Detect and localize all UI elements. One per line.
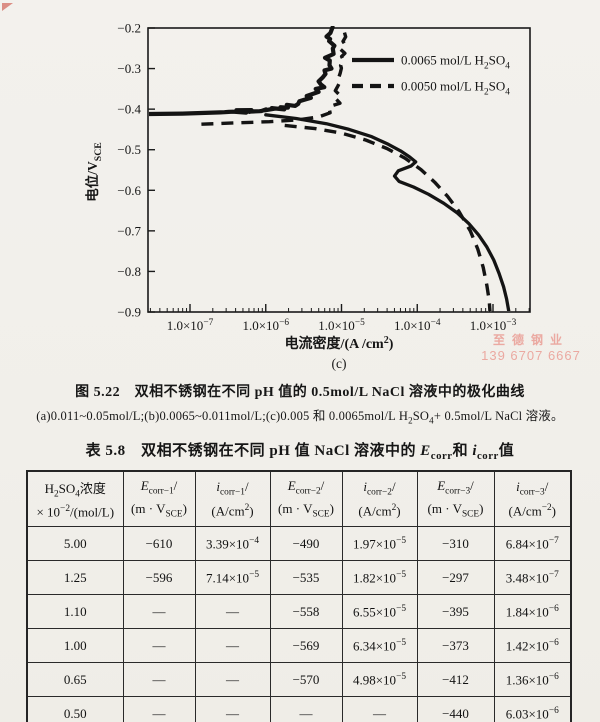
svg-text:−0.7: −0.7 bbox=[117, 223, 141, 238]
figure-subcaption: (a)0.011~0.05mol/L;(b)0.0065~0.011mol/L;… bbox=[36, 409, 564, 426]
table-cell: −395 bbox=[416, 594, 495, 630]
svg-text:−0.6: −0.6 bbox=[117, 183, 141, 198]
table-header-row: H2SO4浓度 × 10−2/(mol/L) Ecorr−1/(m · VSCE) i… bbox=[26, 469, 572, 528]
table-title: 表 5.8 双相不锈钢在不同 pH 值 NaCl 溶液中的 Ecorr和 ico… bbox=[85, 442, 515, 462]
svg-text:−0.3: −0.3 bbox=[117, 61, 141, 76]
table-cell: 1.97×10−5 bbox=[341, 526, 418, 562]
column-header: icorr−1/(A/cm2) bbox=[194, 469, 271, 528]
legend-label: 0.0065 mol/L H2SO4 bbox=[401, 53, 510, 72]
table-cell: — bbox=[122, 628, 196, 664]
table-cell: 3.48×10−7 bbox=[493, 560, 572, 596]
svg-text:−0.9: −0.9 bbox=[117, 305, 141, 320]
y-axis-label: 电位/VSCE bbox=[84, 142, 104, 201]
table-cell: 3.39×10−4 bbox=[194, 526, 271, 562]
svg-text:1.0×10−5: 1.0×10−5 bbox=[318, 318, 365, 333]
row-header-cell: 1.10 bbox=[26, 594, 124, 630]
table-cell: 6.34×10−5 bbox=[341, 628, 418, 664]
watermark-company: 至德钢业 bbox=[492, 333, 569, 347]
table-cell: −297 bbox=[416, 560, 495, 596]
table-row: 0.65— — −570 4.98×10−5 −412 1.36×10−6 bbox=[26, 662, 572, 698]
table-cell: — bbox=[269, 696, 343, 722]
svg-text:1.0×10−3: 1.0×10−3 bbox=[470, 318, 517, 333]
table-cell: −569 bbox=[269, 628, 343, 664]
table-cell: 6.55×10−5 bbox=[341, 594, 418, 630]
svg-text:1.0×10−6: 1.0×10−6 bbox=[242, 318, 289, 333]
svg-text:−0.8: −0.8 bbox=[117, 264, 141, 279]
table-cell: — bbox=[194, 594, 271, 630]
table-cell: 1.36×10−6 bbox=[493, 662, 572, 698]
svg-text:−0.5: −0.5 bbox=[117, 142, 141, 157]
table-cell: 1.84×10−6 bbox=[493, 594, 572, 630]
table-cell: 7.14×10−5 bbox=[194, 560, 271, 596]
row-header-cell: 5.00 bbox=[26, 526, 124, 562]
row-header-cell: 1.00 bbox=[26, 628, 124, 664]
table-row: 1.10— — −558 6.55×10−5 −395 1.84×10−6 bbox=[26, 594, 572, 630]
row-header-cell: 0.65 bbox=[26, 662, 124, 698]
series-solid-cathodic bbox=[264, 113, 511, 311]
table-cell: −440 bbox=[416, 696, 495, 722]
table-cell: — bbox=[122, 594, 196, 630]
chart-series bbox=[149, 26, 511, 311]
table-cell: −310 bbox=[416, 526, 495, 562]
table-cell: −570 bbox=[269, 662, 343, 698]
table-cell: −535 bbox=[269, 560, 343, 596]
table-cell: −610 bbox=[122, 526, 196, 562]
chart-legend: 0.0065 mol/L H2SO4 0.0050 mol/L H2SO4 bbox=[352, 53, 510, 98]
column-header: icorr−2/(A/cm2) bbox=[341, 469, 418, 528]
table-row: 1.25 −596 7.14×10−5 −535 1.82×10−5 −297 3.48×1… bbox=[26, 560, 572, 596]
table-cell: 6.03×10−6 bbox=[493, 696, 572, 722]
row-header-cell: 1.25 bbox=[26, 560, 124, 596]
table-row: 0.50— — — — −440 6.03×10−6 bbox=[26, 696, 572, 722]
svg-text:−0.2: −0.2 bbox=[117, 21, 141, 36]
x-axis-label: 电流密度/(A /cm2) bbox=[285, 335, 394, 352]
table-cell: 4.98×10−5 bbox=[341, 662, 418, 698]
table-cell: 1.82×10−5 bbox=[341, 560, 418, 596]
table-cell: — bbox=[122, 662, 196, 698]
table-cell: — bbox=[341, 696, 418, 722]
row-header-cell: 0.50 bbox=[26, 696, 124, 722]
table-cell: −373 bbox=[416, 628, 495, 664]
column-header: Ecorr−1/(m · VSCE) bbox=[122, 469, 196, 528]
table-row: 1.00— — −569 6.34×10−5 −373 1.42×10−6 bbox=[26, 628, 572, 664]
table-body: 5.00 −610 3.39×10−4 −490 1.97×10−5 −310 6.84×1… bbox=[26, 526, 572, 722]
series-solid-anodic bbox=[149, 26, 337, 117]
column-header: Ecorr−2/(m · VSCE) bbox=[269, 469, 343, 528]
series-dashed-anodic bbox=[201, 27, 348, 126]
watermark-phone: 139 6707 6667 bbox=[481, 348, 581, 363]
watermark: 至德钢业 139 6707 6667 bbox=[470, 333, 592, 364]
column-header: icorr−3/(A/cm−2) bbox=[493, 469, 572, 528]
table-cell: — bbox=[122, 696, 196, 722]
svg-text:1.0×10−7: 1.0×10−7 bbox=[167, 318, 214, 333]
figure-caption: 图 5.22 双相不锈钢在不同 pH 值的 0.5mol/L NaCl 溶液中的… bbox=[75, 385, 525, 400]
svg-text:−0.4: −0.4 bbox=[117, 102, 141, 117]
polarization-chart: −0.2 −0.3 −0.4 −0.5 −0.6 −0.7 −0.8 −0.9 1.0×10−7… bbox=[84, 21, 531, 371]
table-cell: 1.42×10−6 bbox=[493, 628, 572, 664]
axes: −0.2 −0.3 −0.4 −0.5 −0.6 −0.7 −0.8 −0.9 1.0×10−7… bbox=[84, 21, 531, 371]
corrosion-data-table: H2SO4浓度 × 10−2/(mol/L) Ecorr−1/(m · VSCE) i… bbox=[26, 469, 572, 722]
figure-5-22-panel-c: −0.2 −0.3 −0.4 −0.5 −0.6 −0.7 −0.8 −0.9 1.0×10−7… bbox=[2, 3, 592, 371]
column-header: Ecorr−3/(m · VSCE) bbox=[416, 469, 495, 528]
table-cell: −558 bbox=[269, 594, 343, 630]
column-header: H2SO4浓度 × 10−2/(mol/L) bbox=[26, 469, 124, 528]
panel-label: (c) bbox=[332, 356, 347, 371]
table-cell: −596 bbox=[122, 560, 196, 596]
table-row: 5.00 −610 3.39×10−4 −490 1.97×10−5 −310 6.84×1… bbox=[26, 526, 572, 562]
series-dashed-cathodic bbox=[284, 123, 492, 311]
table-cell: — bbox=[194, 662, 271, 698]
table-cell: — bbox=[194, 696, 271, 722]
legend-label: 0.0050 mol/L H2SO4 bbox=[401, 79, 510, 98]
table-cell: — bbox=[194, 628, 271, 664]
scan-corner-artifact bbox=[2, 3, 13, 11]
table-cell: 6.84×10−7 bbox=[493, 526, 572, 562]
table-cell: −490 bbox=[269, 526, 343, 562]
table-cell: −412 bbox=[416, 662, 495, 698]
svg-text:1.0×10−4: 1.0×10−4 bbox=[394, 318, 441, 333]
